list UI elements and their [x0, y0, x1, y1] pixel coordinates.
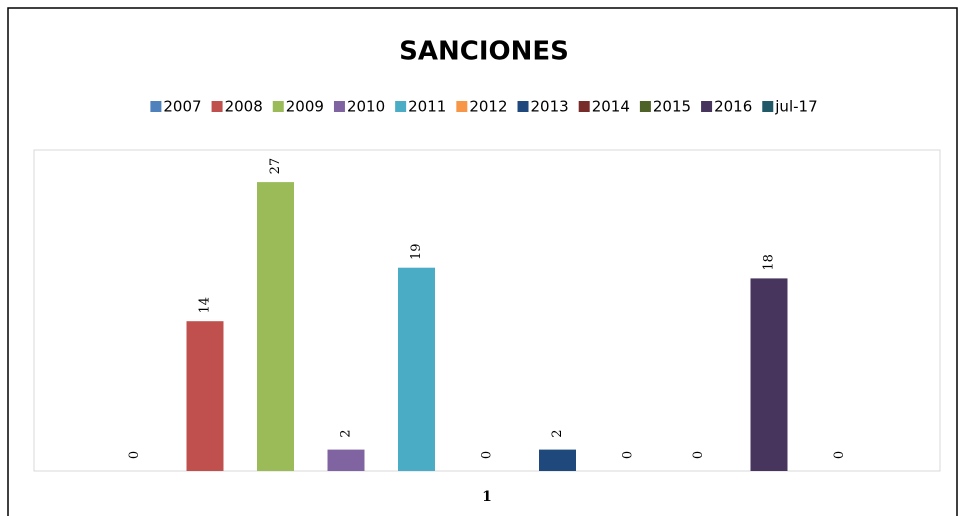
data-label: 0: [691, 451, 706, 459]
data-label: 14: [198, 297, 213, 314]
legend-label: 2013: [531, 98, 569, 116]
x-tick-label: 1: [482, 489, 492, 505]
legend-swatch: [333, 101, 345, 112]
legend-label: 2014: [592, 98, 630, 116]
legend-label: 2010: [347, 98, 385, 116]
legend-label: 2016: [714, 98, 752, 116]
legend-label: 2008: [225, 98, 263, 116]
legend-swatch: [639, 101, 651, 112]
bar: [327, 449, 365, 471]
legend-label: 2015: [653, 98, 691, 116]
chart-title: SANCIONES: [399, 37, 569, 67]
data-label: 2: [339, 429, 354, 437]
legend-swatch: [456, 101, 468, 112]
data-label: 27: [268, 158, 283, 175]
legend-swatch: [150, 101, 162, 112]
plot-area: [33, 149, 941, 472]
data-label: 0: [832, 451, 847, 459]
legend-swatch: [762, 101, 774, 112]
legend-swatch: [517, 101, 529, 112]
legend-swatch: [272, 101, 284, 112]
data-label: 18: [762, 254, 777, 271]
chart-frame: [7, 7, 958, 516]
bar: [186, 321, 224, 471]
data-label: 19: [409, 243, 424, 260]
bar: [750, 278, 788, 471]
legend-swatch: [211, 101, 223, 112]
data-label: 2: [550, 429, 565, 437]
data-label: 0: [127, 451, 142, 459]
bar: [398, 267, 435, 471]
legend-swatch: [395, 101, 407, 112]
legend-label: 2009: [286, 98, 324, 116]
legend-label: 2012: [469, 98, 507, 116]
legend-label: 2007: [163, 98, 201, 116]
data-label: 0: [621, 451, 636, 459]
data-label: 0: [480, 451, 495, 459]
legend-label: jul-17: [774, 98, 817, 116]
bar: [257, 182, 294, 471]
legend-swatch: [578, 101, 590, 112]
legend-swatch: [701, 101, 713, 112]
bar: [539, 449, 576, 471]
legend-label: 2011: [408, 98, 446, 116]
